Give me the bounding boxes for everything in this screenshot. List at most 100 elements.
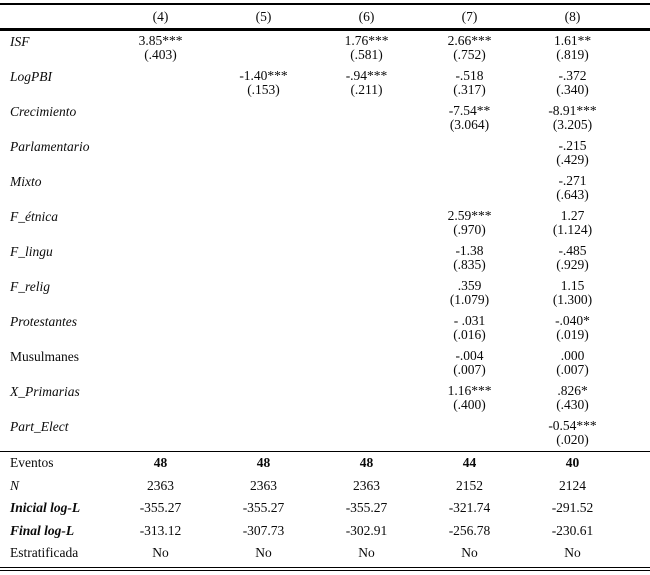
row-spacer	[624, 346, 650, 381]
coefficient-cell: 2.59*** (.970)	[418, 206, 521, 241]
coefficient-cell	[109, 381, 212, 416]
coefficient-cell	[109, 66, 212, 101]
coefficient-cell	[315, 241, 418, 276]
row-spacer	[624, 276, 650, 311]
coefficient-cell: -8.91*** (3.205)	[521, 101, 624, 136]
coefficient-value	[212, 139, 315, 153]
coefficient-value: 1.16***	[447, 383, 492, 398]
stat-value: 40	[565, 455, 580, 470]
standard-error: (.643)	[556, 187, 589, 202]
standard-error	[212, 293, 315, 307]
coefficient-value	[109, 244, 212, 258]
coefficient-cell: .359 (1.079)	[418, 276, 521, 311]
row-label: F_relig	[10, 279, 50, 294]
stat-value: 48	[359, 455, 374, 470]
coefficient-cell	[212, 136, 315, 171]
coefficient-cell	[212, 311, 315, 346]
row-spacer	[624, 520, 650, 543]
row-label: Part_Elect	[10, 419, 69, 434]
coefficient-cell: 2.66*** (.752)	[418, 30, 521, 67]
coefficient-cell	[212, 381, 315, 416]
standard-error	[109, 188, 212, 202]
coefficient-value: -7.54**	[448, 103, 491, 118]
coefficient-value	[109, 419, 212, 433]
coefficient-value	[212, 384, 315, 398]
coefficient-cell: -1.38 (.835)	[418, 241, 521, 276]
coefficient-cell: -.94*** (.211)	[315, 66, 418, 101]
coefficient-value	[212, 314, 315, 328]
standard-error	[418, 153, 521, 167]
coefficient-value: -1.40***	[239, 68, 288, 83]
stat-value: 48	[153, 455, 168, 470]
standard-error: (1.300)	[552, 292, 593, 307]
stat-value: 2152	[456, 477, 483, 493]
coefficient-value: -0.54***	[548, 418, 597, 433]
coefficient-value	[315, 139, 418, 153]
coefficient-cell: -.485 (.929)	[521, 241, 624, 276]
coefficient-value: -.215	[558, 138, 587, 153]
stat-value: -256.78	[448, 522, 491, 538]
coefficient-value: -.004	[455, 348, 484, 363]
standard-error: (.153)	[247, 82, 280, 97]
coefficient-value: -.372	[558, 68, 587, 83]
coefficient-cell	[212, 171, 315, 206]
row-label: ISF	[10, 34, 30, 49]
coefficient-value	[109, 69, 212, 83]
coefficient-value: .826*	[557, 383, 588, 398]
header-spacer	[0, 5, 109, 30]
coefficient-value	[315, 104, 418, 118]
stat-value: -355.27	[139, 500, 182, 515]
stat-value: -355.27	[242, 500, 285, 515]
row-spacer	[624, 497, 650, 520]
stat-value: -313.12	[139, 522, 182, 538]
coefficient-cell	[109, 241, 212, 276]
coefficient-cell: -0.54*** (.020)	[521, 416, 624, 451]
variable-row: F_relig .359 (1.079) 1.15 (1.300)	[0, 276, 650, 311]
standard-error	[212, 433, 315, 447]
variable-row: X_Primarias 1.16*** (.400) .826* (.430)	[0, 381, 650, 416]
standard-error: (.970)	[453, 222, 486, 237]
stat-row: Estratificada No No No No No	[0, 542, 650, 565]
row-spacer	[624, 241, 650, 276]
coefficient-value: .000	[560, 348, 585, 363]
coefficient-value	[315, 174, 418, 188]
row-spacer	[624, 206, 650, 241]
coefficient-value	[109, 104, 212, 118]
row-spacer	[624, 475, 650, 498]
row-label: Crecimiento	[10, 104, 77, 119]
row-label: F_étnica	[10, 209, 58, 224]
coefficient-cell	[212, 276, 315, 311]
standard-error	[109, 293, 212, 307]
standard-error: (.929)	[556, 257, 589, 272]
coefficient-cell	[315, 311, 418, 346]
coefficient-value	[212, 419, 315, 433]
coefficient-value	[315, 279, 418, 293]
coefficient-cell	[109, 136, 212, 171]
row-label: X_Primarias	[10, 384, 80, 399]
standard-error	[109, 363, 212, 377]
coefficient-cell	[109, 101, 212, 136]
variable-row: Crecimiento -7.54** (3.064) -8.91*** (3.205)	[0, 101, 650, 136]
coefficient-cell	[418, 171, 521, 206]
coefficient-value: .359	[457, 278, 482, 293]
top-rule	[0, 3, 650, 5]
coefficient-value	[315, 244, 418, 258]
coefficient-cell: 1.61** (.819)	[521, 30, 624, 67]
standard-error	[315, 258, 418, 272]
coefficient-cell	[315, 346, 418, 381]
row-label: F_lingu	[10, 244, 53, 259]
stat-value: No	[255, 545, 272, 560]
coefficient-value	[109, 349, 212, 363]
stat-value: No	[564, 545, 581, 560]
standard-error	[109, 433, 212, 447]
coefficient-value: 1.76***	[344, 33, 389, 48]
coefficient-cell: .826* (.430)	[521, 381, 624, 416]
standard-error	[315, 293, 418, 307]
variable-row: ISF 3.85*** (.403) 1.76*** (.581) 2.66*** (.75…	[0, 30, 650, 67]
standard-error: (.007)	[556, 362, 589, 377]
standard-error: (3.205)	[552, 117, 593, 132]
standard-error: (.317)	[453, 82, 486, 97]
coefficient-cell	[212, 346, 315, 381]
variable-row: F_étnica 2.59*** (.970) 1.27 (1.124)	[0, 206, 650, 241]
stat-value: 48	[256, 455, 271, 470]
